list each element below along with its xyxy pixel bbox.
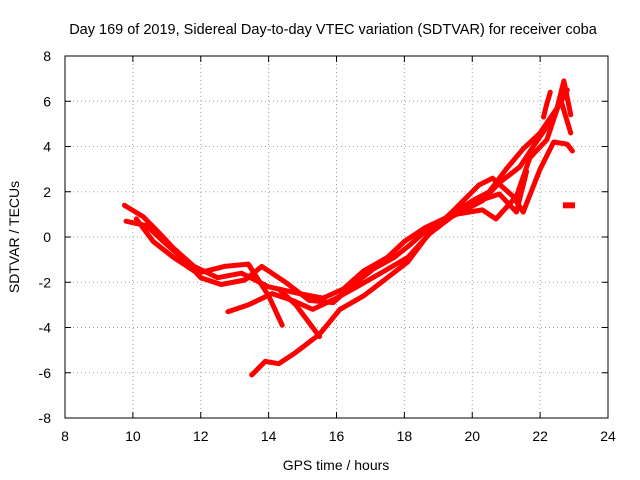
y-tick-label: -4 xyxy=(39,320,52,336)
data-series xyxy=(121,78,575,378)
y-tick-label: 0 xyxy=(43,229,51,245)
y-tick-label: 2 xyxy=(43,184,51,200)
x-tick-label: 10 xyxy=(125,428,141,444)
x-tick-label: 16 xyxy=(329,428,345,444)
x-tick-label: 22 xyxy=(532,428,548,444)
y-tick-label: -8 xyxy=(39,410,52,426)
series-track-h xyxy=(541,89,553,120)
x-tick-label: 20 xyxy=(464,428,480,444)
x-tick-label: 18 xyxy=(397,428,413,444)
y-tick-label: -2 xyxy=(39,274,52,290)
y-tick-label: 6 xyxy=(43,93,51,109)
x-tick-label: 12 xyxy=(193,428,209,444)
grid xyxy=(65,56,608,418)
y-tick-label: 8 xyxy=(43,48,51,64)
series-track-g xyxy=(463,168,530,215)
y-axis-label: SDTVAR / TECUs xyxy=(6,181,22,293)
x-axis-label: GPS time / hours xyxy=(283,457,390,473)
chart-title: Day 169 of 2019, Sidereal Day-to-day VTE… xyxy=(69,22,598,38)
series-track-e xyxy=(249,87,570,378)
series-track-c xyxy=(133,216,285,328)
x-tick-label: 24 xyxy=(600,428,616,444)
x-tick-label: 8 xyxy=(61,428,69,444)
series-track-f xyxy=(276,286,322,340)
y-tick-label: -6 xyxy=(39,365,52,381)
y-tick-label: 4 xyxy=(43,139,51,155)
x-tick-label: 14 xyxy=(261,428,277,444)
data-point xyxy=(562,202,575,209)
